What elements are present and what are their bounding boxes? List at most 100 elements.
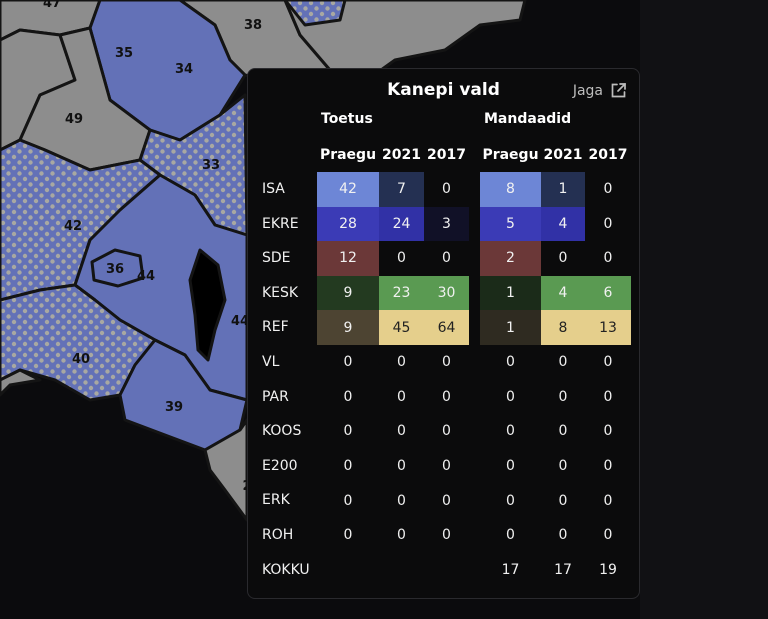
- seats-cell: 5: [480, 206, 541, 242]
- support-cell: 0: [343, 423, 353, 440]
- support-cell: 45: [379, 310, 424, 345]
- region-label: 47: [43, 0, 61, 11]
- lake: [188, 248, 227, 362]
- total-cell: [379, 553, 424, 588]
- support-cell: 0: [397, 354, 406, 371]
- seats-cell: 8: [541, 310, 585, 345]
- party-label: VL: [262, 354, 280, 370]
- region-36[interactable]: [90, 248, 145, 288]
- region-label: 44: [231, 314, 249, 329]
- seats-cell: 0: [558, 388, 568, 405]
- party-label: REF: [262, 319, 289, 336]
- support-cell: 42: [317, 172, 379, 207]
- party-label: SDE: [262, 250, 291, 267]
- seats-cell: 1: [541, 172, 585, 207]
- support-cell: 0: [442, 527, 451, 544]
- support-cell: 9: [317, 310, 379, 345]
- support-column-header: 2017: [427, 147, 466, 163]
- seats-cell: 0: [603, 492, 613, 509]
- party-label: EKRE: [262, 215, 299, 232]
- seats-cell: 0: [603, 250, 613, 267]
- seats-group-header: Mandaadid: [484, 111, 572, 127]
- region-label: 34: [175, 62, 193, 77]
- total-cell: [317, 553, 379, 588]
- side-strip: [640, 0, 768, 619]
- region-label: 35: [115, 46, 133, 61]
- party-label: ERK: [262, 492, 290, 509]
- seats-cell: 0: [558, 423, 568, 440]
- support-cell: 0: [343, 527, 353, 544]
- party-label: KOOS: [262, 423, 302, 440]
- seats-cell: 13: [585, 310, 631, 345]
- seats-cell: 0: [506, 423, 515, 440]
- region-top-right[interactable]: [283, 0, 527, 87]
- total-cell: 17: [554, 561, 572, 578]
- panel-title: Kanepi vald: [387, 80, 500, 100]
- seats-cell: 0: [506, 527, 515, 544]
- total-cell: 19: [599, 561, 617, 578]
- support-cell: 0: [343, 388, 353, 405]
- results-panel: Kanepi vald Jaga Toetus Mandaadid Praegu…: [247, 68, 640, 599]
- share-button[interactable]: Jaga: [573, 82, 627, 99]
- seats-cell: 4: [541, 206, 585, 242]
- seats-cell: 2: [480, 241, 541, 276]
- seats-cell: 0: [603, 458, 613, 475]
- seats-cell: 0: [603, 527, 613, 544]
- seats-cell: 1: [480, 275, 541, 311]
- support-cell: 0: [442, 250, 451, 267]
- seats-cell: 8: [480, 172, 541, 207]
- support-cell: 0: [397, 458, 406, 475]
- seats-cell: 0: [558, 458, 568, 475]
- support-cell: 23: [379, 275, 424, 311]
- seats-cell: 0: [506, 492, 515, 509]
- region-label: 36: [106, 262, 124, 277]
- region-label: 33: [202, 158, 220, 173]
- seats-cell: 0: [506, 354, 515, 371]
- seats-cell: 4: [541, 275, 585, 311]
- support-group-header: Toetus: [321, 111, 373, 127]
- support-column-header: 2021: [382, 147, 421, 163]
- seats-cell: 0: [506, 388, 515, 405]
- seats-cell: 0: [603, 388, 613, 405]
- support-cell: 0: [442, 458, 451, 475]
- seats-column-header: Praegu: [482, 147, 539, 163]
- seats-cell: 0: [603, 181, 613, 198]
- support-cell: 0: [343, 458, 353, 475]
- support-cell: 28: [317, 206, 379, 242]
- seats-cell: 0: [558, 527, 568, 544]
- support-cell: 9: [317, 275, 379, 311]
- party-label: ROH: [262, 527, 294, 543]
- seats-cell: 0: [558, 492, 568, 509]
- party-label: ISA: [262, 181, 285, 197]
- region-38-dotted[interactable]: [283, 0, 347, 27]
- support-cell: 0: [397, 388, 406, 405]
- region-left-lower[interactable]: [0, 368, 42, 397]
- party-label: KESK: [262, 284, 299, 301]
- support-cell: 30: [424, 275, 469, 311]
- support-cell: 0: [442, 423, 451, 440]
- support-cell: 0: [343, 354, 353, 371]
- support-cell: 0: [442, 181, 451, 198]
- seats-cell: 0: [506, 458, 515, 475]
- region-label: 39: [165, 400, 183, 415]
- external-link-icon: [611, 83, 626, 98]
- support-cell: 0: [442, 388, 451, 405]
- seats-column-header: 2021: [543, 147, 583, 163]
- seats-cell: 6: [585, 275, 631, 311]
- total-cell: 17: [501, 561, 520, 578]
- seats-cell: 0: [603, 423, 613, 440]
- seats-column-header: 2017: [588, 147, 628, 163]
- support-cell: 0: [442, 354, 451, 371]
- support-cell: 7: [379, 172, 424, 207]
- election-map[interactable]: 3835344933423644444039247: [0, 0, 640, 619]
- party-label: PAR: [262, 388, 289, 405]
- seats-cell: 0: [603, 215, 613, 232]
- support-cell: 64: [424, 310, 469, 345]
- support-column-header: Praegu: [319, 147, 377, 163]
- region-label: 40: [72, 352, 90, 367]
- support-cell: 0: [397, 423, 406, 440]
- region-label: 44: [137, 269, 155, 284]
- share-label: Jaga: [572, 82, 603, 99]
- total-cell: [424, 553, 469, 588]
- seats-cell: 0: [558, 354, 568, 371]
